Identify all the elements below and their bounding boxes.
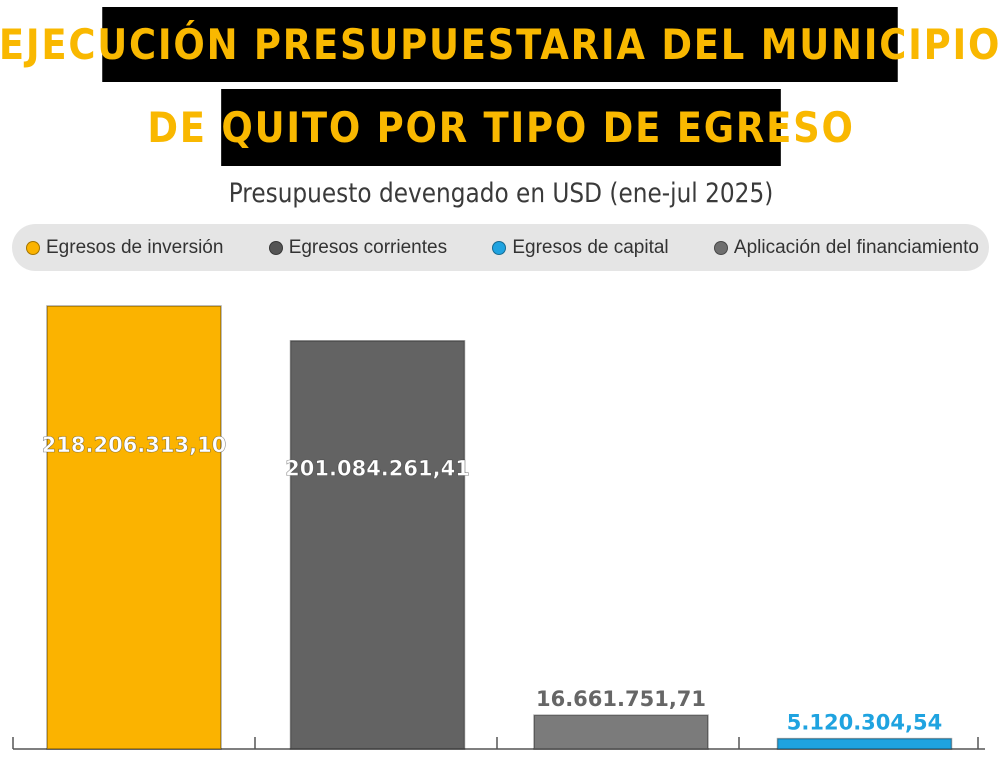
bar-value-label-2: 201.084.261,41 — [285, 456, 470, 480]
bar-4 — [776, 737, 953, 750]
bar-1 — [46, 305, 222, 750]
chart-subtitle: Presupuesto devengado en USD (ene-jul 20… — [228, 178, 774, 209]
legend-item-corrientes: Egresos corrientes — [268, 236, 448, 259]
legend-swatch-financiamiento — [713, 240, 728, 255]
bar-chart: 218.206.313,10 201.084.261,41 16.661.751,7… — [12, 305, 985, 750]
legend-label-financiamiento: Aplicación del financiamiento — [733, 236, 979, 258]
legend-label-inversion: Egresos de inversión — [46, 236, 224, 258]
legend-swatch-corrientes — [268, 240, 283, 255]
bar-value-label-4: 5.120.304,54 — [787, 711, 942, 735]
legend-swatch-capital — [492, 240, 507, 255]
legend-item-inversion: Egresos de inversión — [26, 237, 223, 259]
legend-item-capital: Egresos de capital — [492, 236, 669, 259]
title-line-1-text: EJECUCIÓN PRESUPUESTARIA DEL MUNICIPIO — [0, 20, 1002, 69]
title-line-2-text: DE QUITO POR TIPO DE EGRESO — [147, 103, 855, 152]
legend: Egresos de inversión Egresos corrientes … — [12, 224, 989, 271]
legend-label-capital: Egresos de capital — [512, 236, 669, 258]
title-line-2: DE QUITO POR TIPO DE EGRESO — [147, 89, 853, 166]
bar-3 — [533, 714, 709, 750]
legend-label-corrientes: Egresos corrientes — [288, 236, 448, 258]
title-line-1: EJECUCIÓN PRESUPUESTARIA DEL MUNICIPIO — [0, 7, 999, 82]
bar-2 — [289, 340, 466, 750]
legend-item-financiamiento: Aplicación del financiamiento — [713, 236, 979, 259]
bar-value-label-1: 218.206.313,10 — [42, 433, 227, 457]
legend-swatch-inversion — [26, 240, 40, 255]
bar-value-label-3: 16.661.751,71 — [536, 687, 706, 711]
